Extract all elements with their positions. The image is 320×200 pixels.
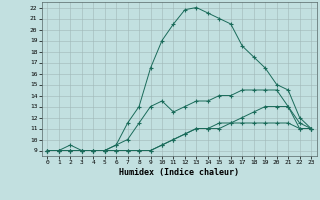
X-axis label: Humidex (Indice chaleur): Humidex (Indice chaleur) — [119, 168, 239, 177]
